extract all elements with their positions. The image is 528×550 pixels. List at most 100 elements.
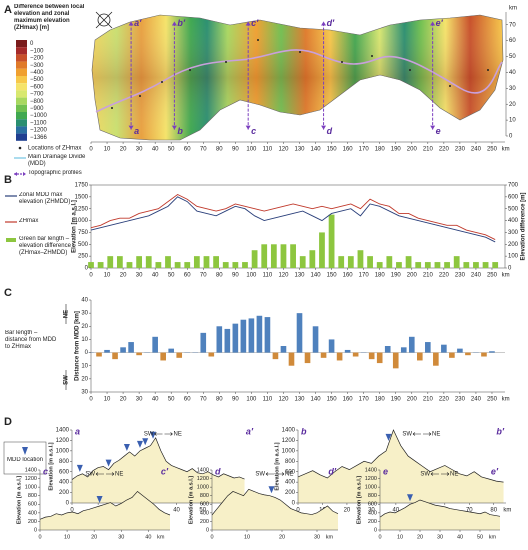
profile-end-label: b′ [177,18,185,28]
x-tick-label: 130 [295,147,306,153]
profile-arrowhead [245,21,251,26]
colorbar-label: −900 [30,106,44,112]
legend-label-box: Bar length – distance from MDD to ZHmax [5,330,56,350]
distance-bar [465,352,471,356]
distance-bar [344,349,351,353]
profile-end-label: d′ [327,18,335,28]
y-tick-label: 800 [59,459,70,465]
x-tick-label: 40 [152,397,159,403]
x-tick-label: 120 [278,147,289,153]
distance-bar [416,352,423,361]
x-tick-label: 0 [70,508,74,514]
x-tick-label: 240 [471,397,482,403]
difference-bar [261,244,268,268]
legend-label-box: Zonal MDD max elevation (ZHMDD) [19,192,71,205]
x-tick-label: 200 [407,397,418,403]
profile-start-label: a [75,426,80,436]
difference-bar [165,256,171,268]
direction-arrow [95,472,115,476]
difference-bar [338,256,345,268]
profile-arrowhead [128,125,134,130]
x-tick-label: 160 [343,273,354,279]
x-tick-label: 250 [487,273,498,279]
legend-label: MDD location [6,457,43,463]
distance-bar [384,346,391,353]
distance-bar [152,336,158,353]
difference-bar [444,262,450,268]
difference-bar [155,262,162,268]
profile-line [71,437,245,480]
distance-bar [104,349,110,353]
x-tick-label: 230 [455,273,466,279]
location-dot [299,51,301,53]
y-tick-label: 100 [508,254,519,260]
x-tick-label: 190 [391,273,402,279]
x-tick-label: 10 [104,273,111,279]
x-tick-label: 30 [437,534,443,540]
x-tick-label: 90 [232,147,239,153]
x-tick-label: 20 [344,508,351,514]
y-tick-label: 600 [200,502,209,508]
difference-bar [328,214,335,268]
legend-label-box: MDD location [6,457,43,463]
x-tick-label: 70 [200,147,207,153]
legend-label: Main Drainage Divide (MDD) [28,154,86,167]
profile-arrowhead [321,125,327,130]
y-tick-label: 0 [509,134,513,140]
colorbar-swatch [16,61,27,69]
difference-bar [424,262,431,268]
distance-bar [272,352,279,360]
y-tick-label: 400 [59,480,70,486]
x-tick-label: 210 [423,397,434,403]
y-tick-label: 1750 [75,183,89,189]
colorbar-label: −200 [30,56,44,62]
y-tick-label: 20 [509,102,516,108]
y-tick-label: 200 [285,490,296,496]
x-tick-label: 50 [477,534,483,540]
profile-start-label: e [383,466,388,476]
profile-end-label: c′ [161,466,169,476]
legend-arrowhead [14,172,17,176]
x-tick-label: 50 [168,273,175,279]
difference-bar [473,262,479,268]
difference-bar [203,256,210,268]
x-tick-label: 240 [471,273,482,279]
x-tick-label: 240 [471,147,482,153]
x-tick-label: 120 [278,397,289,403]
profile-arrowhead [128,21,134,26]
profile-start-label: d [327,126,333,136]
y-tick-label: 1400 [365,467,377,473]
colorbar-label: −800 [30,99,44,105]
location-dot [139,95,141,97]
y-tick-label: 800 [368,493,377,499]
legend-label: Zonal MDD max elevation (ZHMDD) [19,192,71,205]
panel-label: A [4,4,12,16]
direction-arrow [154,432,173,436]
y-tick-label: 1000 [56,448,70,454]
y-tick-label: 70 [509,22,516,28]
x-tick-label: 170 [359,273,370,279]
x-tick-label: 60 [184,397,191,403]
area-fill [212,489,338,530]
legend-label: ZHmax [19,218,39,224]
x-tick-label: 150 [327,147,338,153]
y-tick-label: 0 [66,501,70,507]
x-tick-label: 0 [378,534,381,540]
profile-start-label: b [301,426,307,436]
profile-arrowhead [171,125,177,130]
colorbar-label: −500 [30,77,44,83]
x-tick-label: 190 [391,147,402,153]
location-dot [409,69,411,71]
x-tick-label: 120 [278,273,289,279]
colorbar-label: −1366 [30,135,48,141]
x-tick-label: 160 [343,397,354,403]
location-dot [189,69,191,71]
location-dot [371,55,373,57]
direction-down: SW [64,375,70,385]
y-tick-label: 250 [78,254,89,260]
colorbar-label: −1100 [30,120,47,126]
x-tick-label: 30 [118,534,124,540]
y-tick-label: 1400 [197,467,209,473]
panel-label: C [4,287,12,299]
difference-bar [386,256,393,268]
